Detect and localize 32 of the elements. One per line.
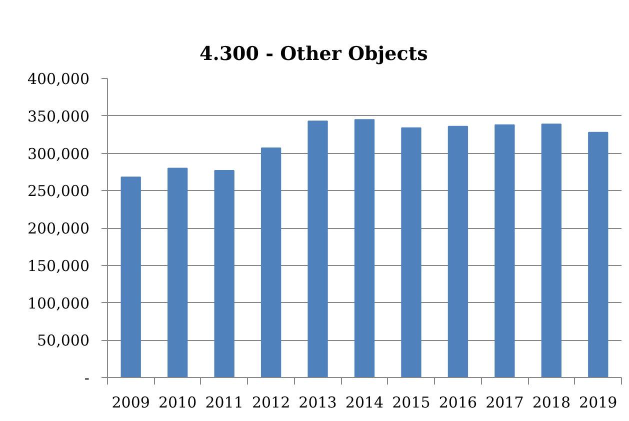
y-tick-label: 200,000: [27, 220, 90, 238]
y-tick-label: 300,000: [27, 144, 90, 163]
bar: [494, 124, 515, 378]
bar: [588, 132, 608, 378]
y-tick-label: 350,000: [27, 107, 90, 126]
bar: [448, 126, 468, 378]
x-tick-label: 2015: [392, 394, 430, 412]
y-tick-label: 250,000: [27, 182, 90, 200]
bar: [214, 170, 234, 378]
x-tick-label: 2019: [579, 394, 618, 412]
x-tick-label: 2017: [486, 394, 524, 412]
x-tick-label: 2018: [532, 394, 571, 412]
x-tick-label: 2011: [205, 394, 244, 412]
bar: [120, 176, 141, 378]
x-tick-label: 2014: [345, 394, 384, 412]
y-tick-label: 100,000: [27, 294, 90, 312]
x-tick-label: 2016: [438, 394, 478, 412]
x-tick-label: 2012: [252, 394, 290, 412]
y-tick-label: 400,000: [27, 70, 90, 88]
bar: [401, 127, 422, 378]
y-tick-label: 150,000: [27, 256, 90, 275]
y-tick-label: 50,000: [37, 332, 90, 350]
bar: [308, 120, 328, 378]
bar: [260, 148, 282, 378]
bar: [168, 168, 188, 378]
x-tick-label: 2013: [298, 394, 337, 412]
x-tick-label: 2010: [158, 394, 197, 412]
chart-title: 4.300 - Other Objects: [200, 43, 428, 65]
x-tick-label: 2009: [112, 394, 150, 412]
bar: [541, 124, 562, 378]
bar: [354, 119, 375, 378]
y-tick-label: -: [84, 369, 90, 387]
